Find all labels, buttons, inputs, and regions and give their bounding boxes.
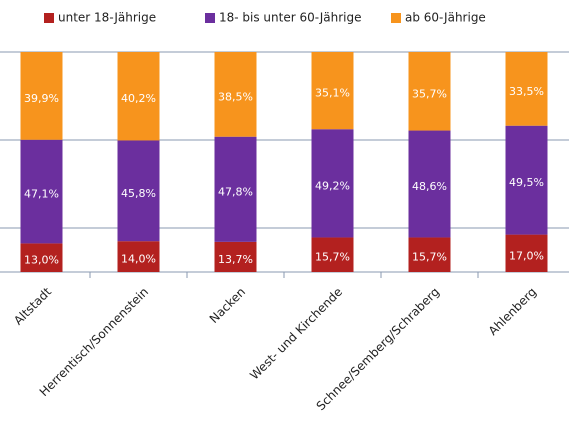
bar-segment [408,52,451,131]
value-label: 40,2% [121,92,156,105]
value-label: 49,5% [509,176,544,189]
bar-segment [117,52,160,141]
bar-segment [408,130,451,238]
value-label: 15,7% [412,251,447,264]
value-label: 14,0% [121,253,156,266]
bar-segment [505,234,548,272]
x-tick-label: Altstadt [11,284,54,327]
x-tick-label: Herrentisch/Sonnenstein [37,285,151,399]
legend-label: ab 60-Jährige [405,11,486,25]
value-label: 13,0% [24,254,59,267]
bar-segment [505,52,548,126]
value-label: 45,8% [121,187,156,200]
legend-swatch [205,13,215,23]
value-label: 33,5% [509,85,544,98]
legend-swatch [391,13,401,23]
x-tick-label: Nacken [207,285,248,326]
bar-segment [311,129,354,238]
x-tick-label: Ahlenberg [486,285,539,338]
bar-segment [214,241,257,272]
legend-label: 18- bis unter 60-Jährige [219,11,362,25]
value-label: 49,2% [315,179,350,192]
bar-segment [117,241,160,272]
bar-segment [311,237,354,272]
value-label: 35,1% [315,87,350,100]
value-label: 15,7% [315,251,350,264]
bar-segment [408,237,451,272]
bar-segment [117,140,160,242]
legend-label: unter 18-Jährige [58,11,156,25]
bar-segment [505,125,548,235]
bar-segment [20,52,63,140]
value-label: 48,6% [412,180,447,193]
value-label: 17,0% [509,249,544,262]
bar-segment [311,52,354,130]
legend-swatch [44,13,54,23]
bar-segment [20,243,63,272]
bar-segment [214,136,257,242]
value-label: 47,1% [24,188,59,201]
x-tick-label: West- und Kirchende [247,285,345,383]
value-label: 47,8% [218,185,253,198]
value-label: 35,7% [412,87,447,100]
value-label: 39,9% [24,92,59,105]
value-label: 13,7% [218,253,253,266]
bar-segment [20,139,63,244]
bar-segment [214,52,257,137]
value-label: 38,5% [218,90,253,103]
